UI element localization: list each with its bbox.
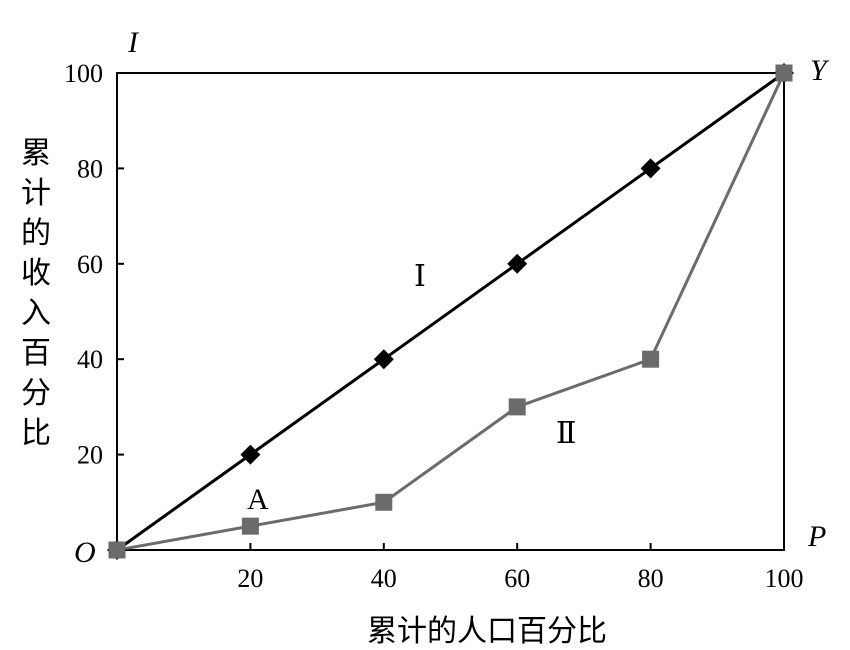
point-marker (108, 541, 126, 559)
point-marker (507, 253, 528, 274)
tick-layer: 20 40 60 80 100 20 40 60 80 100 (64, 59, 804, 593)
curve-label-2: Ⅱ (556, 417, 576, 450)
y-axis-title-char: 分 (21, 376, 51, 411)
x-axis-title: 累计的人口百分比 (367, 614, 607, 649)
corner-label-y: Y (810, 54, 830, 87)
series-layer (107, 63, 794, 560)
point-marker (508, 398, 526, 416)
point-marker (642, 350, 660, 368)
x-tick-label: 40 (371, 564, 397, 593)
y-axis-title-char: 比 (21, 416, 51, 451)
series-line-2 (116, 72, 786, 552)
x-tick-label: 60 (504, 564, 530, 593)
series-2 (116, 72, 786, 552)
label-layer: I Y O P A Ⅰ Ⅱ 累计的人口百分比 (74, 26, 830, 649)
y-axis-title-char: 累 (21, 136, 51, 171)
point-marker (375, 493, 393, 511)
point-marker (640, 158, 661, 179)
series-1 (116, 71, 785, 552)
y-tick-label: 40 (77, 345, 103, 374)
point-marker (373, 349, 394, 370)
y-axis-title-char: 的 (21, 216, 51, 251)
point-marker (241, 517, 259, 535)
x-tick-label: 20 (237, 564, 263, 593)
corner-label-o: O (74, 536, 96, 569)
y-tick-label: 80 (77, 154, 103, 183)
x-tick-label: 80 (638, 564, 664, 593)
y-axis-title-char: 收 (21, 256, 51, 291)
series-markers-2 (108, 64, 793, 559)
corner-label-p: P (807, 520, 826, 553)
point-marker (240, 444, 261, 465)
y-tick-label: 20 (77, 441, 103, 470)
y-axis-title-char: 入 (21, 296, 51, 331)
plot-frame (116, 72, 785, 551)
y-axis-title-char: 计 (21, 176, 51, 211)
series-line-1 (116, 71, 785, 552)
curve-label-1: Ⅰ (414, 260, 426, 293)
y-tick-label: 100 (64, 59, 103, 88)
point-marker (775, 64, 793, 82)
y-tick-label: 60 (77, 250, 103, 279)
corner-label-i: I (127, 26, 140, 59)
x-tick-label: 100 (765, 564, 804, 593)
y-axis-title-char: 百 (21, 336, 51, 371)
point-label-a: A (247, 483, 269, 516)
plot-border (116, 72, 785, 551)
